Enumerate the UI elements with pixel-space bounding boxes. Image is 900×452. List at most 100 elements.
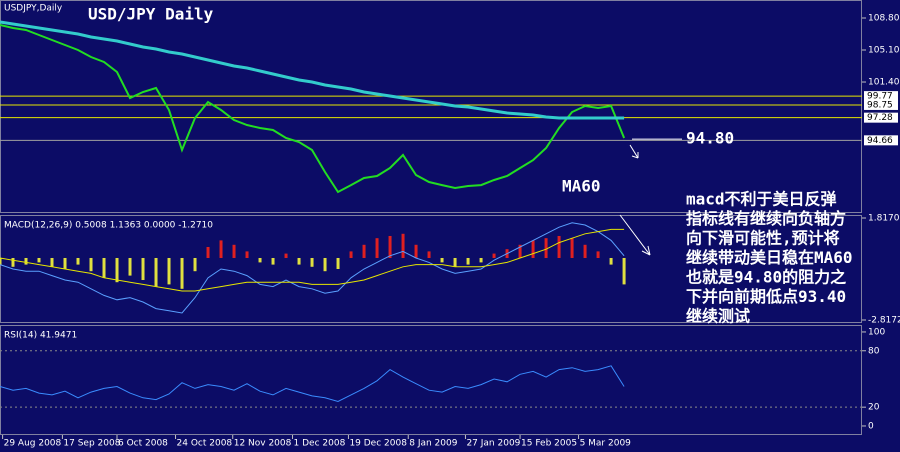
histogram-bar xyxy=(427,251,431,258)
arrow xyxy=(619,214,651,256)
y-tick-label: 105.10 xyxy=(868,46,900,56)
x-tick-label: 1 Dec 2008 xyxy=(294,439,346,449)
level-label: 97.28 xyxy=(867,113,893,123)
level-label: 98.75 xyxy=(867,100,893,110)
y-tick-label: 20 xyxy=(868,403,880,413)
level-label-box xyxy=(864,112,898,123)
histogram-bar xyxy=(102,257,106,278)
x-tick-label: 17 Sep 2008 xyxy=(63,439,120,449)
chart-title: USD/JPY Daily xyxy=(88,5,214,24)
level-label-box xyxy=(864,135,898,146)
marker-label: 94.80 xyxy=(686,129,734,148)
rsi-title: RSI(14) 41.9471 xyxy=(4,331,77,341)
x-tick-label: 29 Aug 2008 xyxy=(4,439,62,449)
histogram-bar xyxy=(544,238,548,258)
histogram-bar xyxy=(492,253,496,258)
histogram-bar xyxy=(271,257,275,265)
histogram-bar xyxy=(375,238,379,258)
y-tick-label: 101.40 xyxy=(868,78,900,88)
histogram-bar xyxy=(414,244,418,258)
histogram-bar xyxy=(154,257,158,287)
histogram-bar xyxy=(609,257,613,265)
x-tick-label: 12 Nov 2008 xyxy=(234,439,292,449)
histogram-bar xyxy=(141,257,145,281)
rsi-panel xyxy=(0,325,862,435)
y-tick-label: 100 xyxy=(868,327,885,337)
histogram-bar xyxy=(336,257,340,269)
histogram-bar xyxy=(219,240,223,258)
y-tick-label: -2.8172 xyxy=(868,316,900,326)
level-label: 99.77 xyxy=(867,92,893,102)
x-tick-label: 8 Jan 2009 xyxy=(409,439,457,449)
histogram-bar xyxy=(11,257,15,267)
histogram-bar xyxy=(570,238,574,258)
histogram-bar xyxy=(349,251,353,258)
macd-title: MACD(12,26,9) 0.5008 1.1363 0.0000 -1.27… xyxy=(4,221,213,231)
note-line: 向下滑可能性,预计将 xyxy=(686,229,840,248)
histogram-bar xyxy=(622,257,626,285)
note-line: 继续带动美日稳在MA60 xyxy=(686,248,853,267)
note-line: 指标线有继续向负轴方 xyxy=(686,209,846,228)
histogram-bar xyxy=(206,246,210,258)
level-label: 94.66 xyxy=(867,136,893,146)
indicator-line xyxy=(0,228,625,292)
histogram-bar xyxy=(440,257,444,263)
histogram-bar xyxy=(362,244,366,258)
x-tick-label: 5 Mar 2009 xyxy=(580,439,632,449)
histogram-bar xyxy=(0,257,2,265)
histogram-bar xyxy=(258,257,262,263)
histogram-bar xyxy=(466,257,470,265)
histogram-bar xyxy=(63,257,67,269)
y-tick-label: 108.80 xyxy=(868,13,900,23)
histogram-bar xyxy=(284,253,288,258)
arrow xyxy=(629,144,639,159)
x-tick-label: 15 Feb 2005 xyxy=(521,439,577,449)
histogram-bar xyxy=(89,257,93,272)
indicator-line xyxy=(0,222,625,314)
histogram-bar xyxy=(232,244,236,258)
series-line xyxy=(0,365,625,403)
histogram-bar xyxy=(245,251,249,258)
histogram-bar xyxy=(24,257,28,265)
symbol-label: USDJPY,Daily xyxy=(4,4,63,14)
price-panel xyxy=(0,0,862,213)
histogram-bar xyxy=(167,257,171,285)
level-label-box xyxy=(864,99,898,110)
histogram-bar xyxy=(479,257,483,263)
note-line: 继续测试 xyxy=(686,307,750,326)
note-line: macd不利于美日反弹 xyxy=(686,190,837,209)
histogram-bar xyxy=(518,244,522,258)
histogram-bar xyxy=(310,257,314,267)
histogram-bar xyxy=(596,251,600,258)
histogram-bar xyxy=(531,240,535,258)
x-tick-label: 27 Jan 2009 xyxy=(466,439,520,449)
x-tick-label: 6 Oct 2008 xyxy=(118,439,168,449)
histogram-bar xyxy=(388,235,392,258)
histogram-bar xyxy=(180,257,184,289)
series-line xyxy=(0,20,625,120)
series-line xyxy=(0,24,626,194)
histogram-bar xyxy=(453,257,457,267)
histogram-bar xyxy=(401,233,405,258)
x-tick-label: 24 Oct 2008 xyxy=(177,439,233,449)
level-label-box xyxy=(864,91,898,102)
histogram-bar xyxy=(76,257,80,265)
y-tick-label: 1.8170 xyxy=(868,214,900,224)
histogram-bar xyxy=(323,257,327,272)
note-line: 下并向前期低点93.40 xyxy=(686,287,846,306)
histogram-bar xyxy=(583,244,587,258)
histogram-bar xyxy=(128,257,132,276)
histogram-bar xyxy=(193,257,197,272)
y-tick-label: 80 xyxy=(868,346,880,356)
histogram-bar xyxy=(557,235,561,258)
histogram-bar xyxy=(50,257,54,267)
macd-panel xyxy=(0,215,862,323)
ma-label: MA60 xyxy=(562,177,601,196)
histogram-bar xyxy=(115,257,119,283)
y-tick-label: 0 xyxy=(868,421,874,431)
histogram-bar xyxy=(37,257,41,263)
histogram-bar xyxy=(297,257,301,265)
x-tick-label: 19 Dec 2008 xyxy=(349,439,407,449)
